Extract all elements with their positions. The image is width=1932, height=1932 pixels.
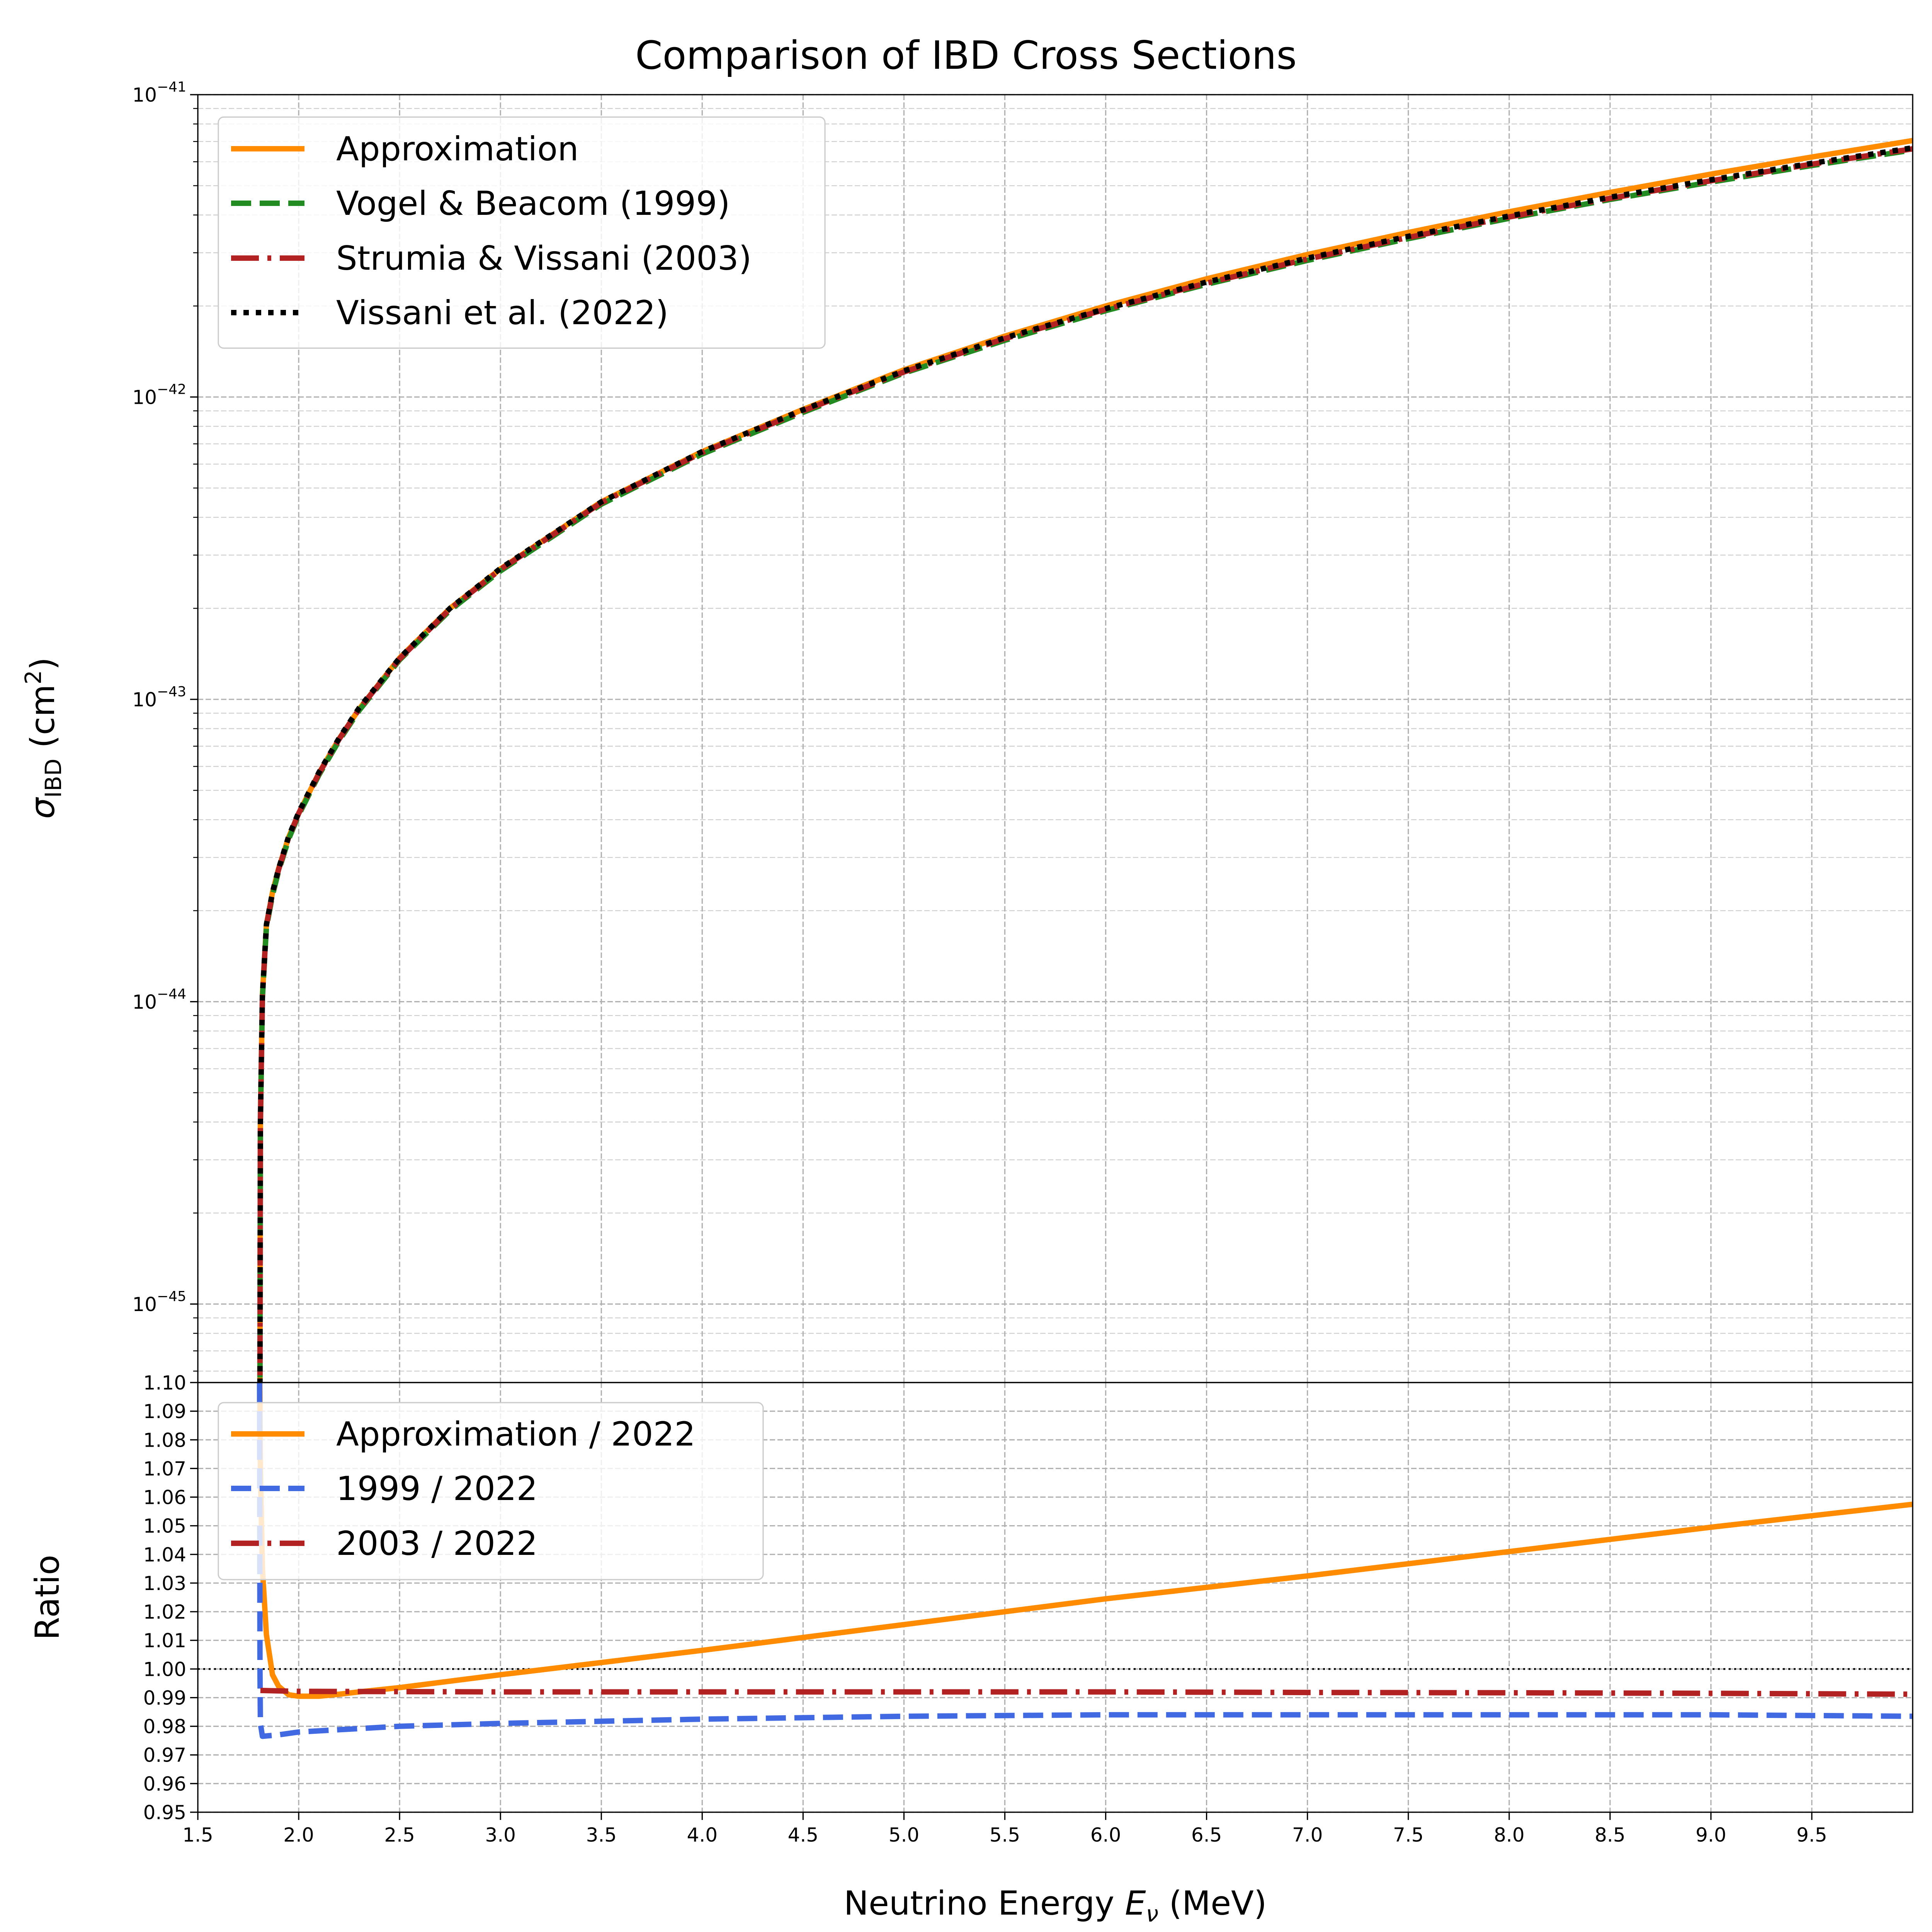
bottom-legend: Approximation / 2022 1999 / 2022 2003 / … <box>218 1402 764 1580</box>
legend-label-vogel-beacom: Vogel & Beacom (1999) <box>336 184 730 223</box>
tick-exponent: −44 <box>157 986 186 1002</box>
top-y-tick-label: 10−42 <box>132 381 186 408</box>
x-axis-label-unit: (MeV) <box>1158 1884 1267 1923</box>
sigma-unit: (cm <box>24 684 62 759</box>
legend-label-ratio-approximation: Approximation / 2022 <box>336 1415 696 1454</box>
legend-item-ratio-approximation: Approximation / 2022 <box>231 1415 696 1454</box>
bottom-y-tick-label: 0.97 <box>143 1744 186 1767</box>
bottom-y-tick-label: 1.09 <box>143 1400 186 1423</box>
x-tick-label: 4.0 <box>687 1824 718 1846</box>
sigma-unit-exponent: 2 <box>20 670 46 684</box>
top-series-line-4 <box>257 145 1913 1383</box>
top-y-tick-label: 10−45 <box>132 1289 186 1316</box>
x-tick-label: 9.5 <box>1796 1824 1827 1846</box>
bottom-y-tick-label: 1.01 <box>143 1629 186 1652</box>
top-legend: Approximation Vogel & Beacom (1999) Stru… <box>218 116 826 349</box>
bottom-series-lines <box>257 1383 1913 1739</box>
x-ticks: 1.5 2.0 2.5 3.0 3.5 4.0 4.5 5.0 5.5 6.0 6.5 7.0 7.5 8… <box>182 1812 1827 1846</box>
bottom-legend-box <box>218 1402 764 1580</box>
x-tick-label: 3.0 <box>485 1824 516 1846</box>
legend-label-ratio-1999: 1999 / 2022 <box>336 1469 537 1508</box>
legend-label-ratio-2003: 2003 / 2022 <box>336 1524 537 1563</box>
tick-exponent: −41 <box>157 79 186 95</box>
legend-item-ratio-1999: 1999 / 2022 <box>231 1469 537 1508</box>
legend-label-vissani-2022: Vissani et al. (2022) <box>336 294 668 332</box>
x-axis-label-var: E <box>1125 1884 1146 1923</box>
legend-label-approximation: Approximation <box>336 130 578 168</box>
x-tick-label: 2.5 <box>384 1824 415 1846</box>
sigma-unit-end: ) <box>24 657 62 670</box>
x-tick-label: 4.5 <box>788 1824 819 1846</box>
x-tick-label: 5.0 <box>889 1824 920 1846</box>
bottom-y-tick-label: 1.04 <box>143 1544 186 1566</box>
x-tick-label: 5.5 <box>990 1824 1020 1846</box>
bottom-y-axis-label: Ratio <box>28 1555 67 1640</box>
bottom-panel: 0.95 0.96 0.97 0.98 0.99 1.00 1.01 1.02 1.03 1.04… <box>28 1372 1913 1927</box>
bottom-y-tick-label: 1.05 <box>143 1515 186 1537</box>
bottom-y-tick-label: 1.03 <box>143 1572 186 1595</box>
top-series-lines <box>257 138 1913 1383</box>
top-legend-box <box>218 116 826 349</box>
x-tick-label: 2.0 <box>283 1824 314 1846</box>
bottom-series-line-2 <box>257 1383 1913 1739</box>
bottom-y-tick-label: 1.08 <box>143 1429 186 1451</box>
bottom-y-tick-label: 1.10 <box>143 1372 186 1394</box>
tick-exponent: −45 <box>157 1289 186 1304</box>
bottom-y-tick-label: 1.07 <box>143 1458 186 1480</box>
x-tick-label: 9.0 <box>1696 1824 1726 1846</box>
bottom-panel-frame <box>197 1382 1913 1813</box>
tick-exponent: −42 <box>157 381 186 397</box>
x-tick-label: 7.0 <box>1292 1824 1323 1846</box>
tick-base: 10 <box>132 1293 157 1316</box>
bottom-y-tick-label: 0.98 <box>143 1716 186 1738</box>
legend-item-vogel-beacom: Vogel & Beacom (1999) <box>231 184 730 223</box>
top-y-tick-label: 10−44 <box>132 986 186 1013</box>
top-y-tick-label: 10−41 <box>132 79 186 106</box>
sigma-symbol: σ <box>24 797 62 819</box>
top-y-axis-label: σIBD (cm2) <box>20 657 66 819</box>
x-tick-label: 8.5 <box>1595 1824 1626 1846</box>
legend-item-vissani-2022: Vissani et al. (2022) <box>231 294 668 332</box>
bottom-y-ticks: 0.95 0.96 0.97 0.98 0.99 1.00 1.01 1.02 1.03 1.04… <box>143 1372 198 1824</box>
tick-base: 10 <box>132 386 157 408</box>
bottom-y-tick-label: 0.95 <box>143 1801 186 1824</box>
x-tick-label: 6.0 <box>1090 1824 1121 1846</box>
x-tick-label: 3.5 <box>586 1824 617 1846</box>
x-tick-label: 7.5 <box>1393 1824 1424 1846</box>
bottom-y-tick-label: 0.96 <box>143 1773 186 1795</box>
bottom-y-tick-label: 1.02 <box>143 1601 186 1623</box>
top-y-tick-label: 10−43 <box>132 684 186 711</box>
sigma-subscript: IBD <box>40 759 66 798</box>
x-axis-label-sub: ν <box>1146 1901 1158 1927</box>
bottom-series-line-3 <box>260 1687 1913 1697</box>
tick-exponent: −43 <box>157 684 186 700</box>
tick-base: 10 <box>132 84 157 106</box>
chart-title: Comparison of IBD Cross Sections <box>635 32 1297 78</box>
x-tick-label: 8.0 <box>1494 1824 1525 1846</box>
bottom-y-tick-label: 1.06 <box>143 1486 186 1509</box>
legend-item-approximation: Approximation <box>231 130 578 168</box>
bottom-y-tick-label: 1.00 <box>143 1658 186 1680</box>
bottom-y-tick-label: 0.99 <box>143 1687 186 1709</box>
tick-base: 10 <box>132 689 157 711</box>
x-axis-label-main: Neutrino Energy <box>844 1884 1125 1923</box>
x-axis-label: Neutrino Energy Eν (MeV) <box>844 1884 1267 1927</box>
legend-label-strumia-vissani: Strumia & Vissani (2003) <box>336 239 752 278</box>
legend-item-strumia-vissani: Strumia & Vissani (2003) <box>231 239 752 278</box>
x-tick-label: 1.5 <box>182 1824 213 1846</box>
legend-item-ratio-2003: 2003 / 2022 <box>231 1524 537 1563</box>
x-tick-label: 6.5 <box>1191 1824 1222 1846</box>
tick-base: 10 <box>132 991 157 1013</box>
